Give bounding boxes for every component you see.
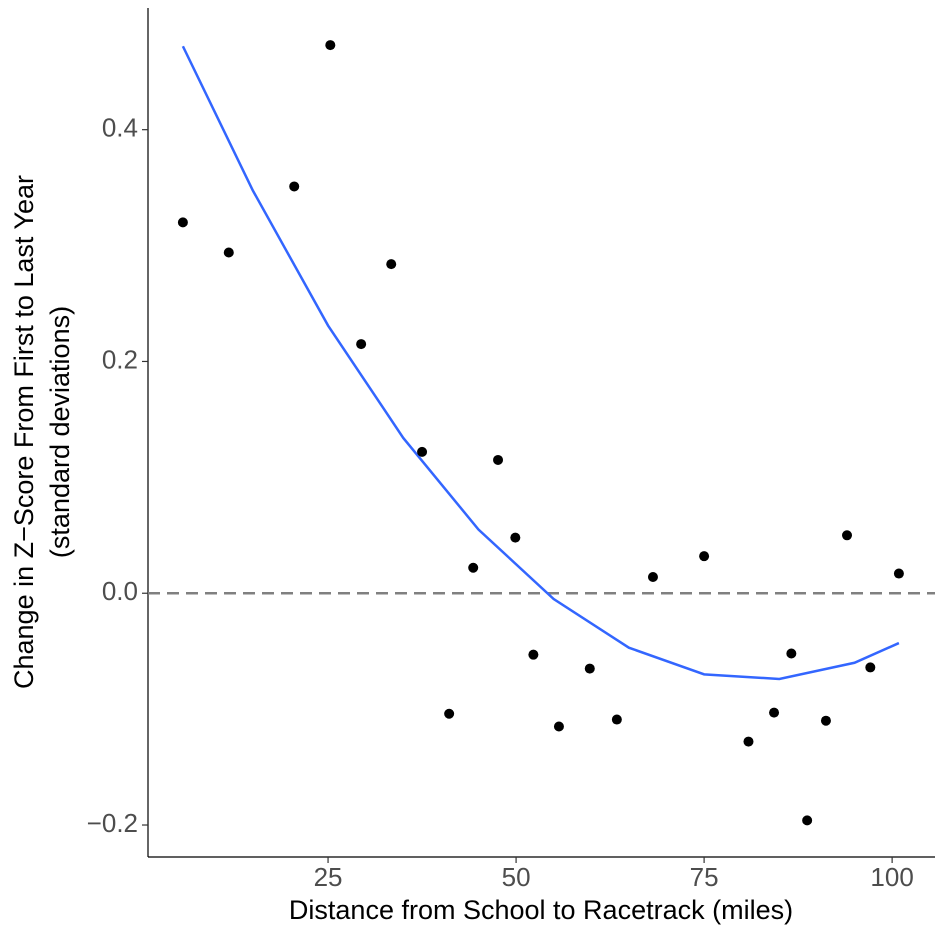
point — [842, 530, 853, 541]
y-tick-label: 0.4 — [102, 113, 138, 143]
point — [289, 181, 300, 192]
fit-line — [181, 45, 900, 681]
point — [356, 339, 367, 350]
point — [802, 815, 813, 826]
y-axis-label: Change in Z−Score From First to Last Yea… — [9, 175, 39, 689]
point — [743, 736, 754, 747]
x-tick-label: 25 — [314, 862, 343, 892]
point — [528, 649, 539, 660]
point — [647, 572, 658, 583]
point — [769, 707, 780, 718]
point — [493, 454, 504, 465]
x-tick-label: 75 — [690, 862, 719, 892]
y-axis-label: (standard deviations) — [45, 306, 75, 558]
y-tick-label: −0.2 — [87, 808, 138, 838]
point — [444, 708, 455, 719]
point — [584, 663, 595, 674]
x-axis-label: Distance from School to Racetrack (miles… — [289, 895, 793, 925]
point — [786, 648, 797, 659]
point — [386, 259, 397, 270]
point — [893, 568, 904, 579]
point — [553, 721, 564, 732]
point — [865, 662, 876, 673]
point — [177, 217, 188, 228]
point — [510, 532, 521, 543]
x-tick-label: 100 — [870, 862, 913, 892]
point — [417, 446, 428, 457]
y-tick-label: 0.2 — [102, 344, 138, 374]
y-tick-label: 0.0 — [102, 576, 138, 606]
point — [699, 551, 710, 562]
point — [223, 247, 234, 258]
point — [820, 715, 831, 726]
x-tick-label: 50 — [502, 862, 531, 892]
point — [611, 714, 622, 725]
point — [468, 562, 479, 573]
point — [325, 40, 336, 51]
